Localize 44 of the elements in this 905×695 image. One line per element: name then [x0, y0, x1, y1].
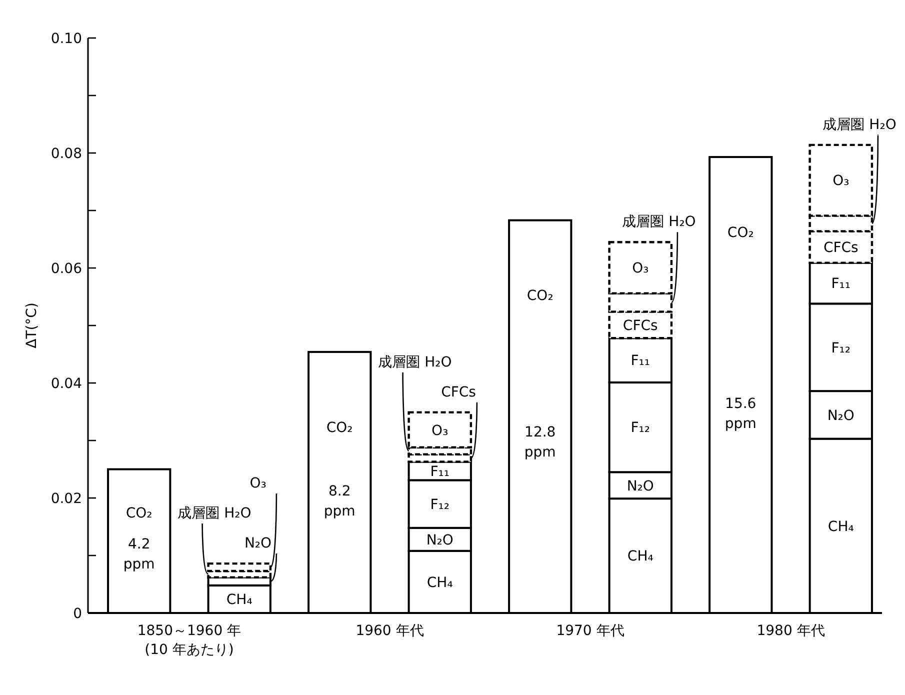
- annotation: 12.8 ppm: [524, 424, 556, 460]
- text: 成層圏 H₂O: [622, 214, 696, 230]
- y-tick-label: 0.08: [50, 146, 82, 162]
- series-label: CO₂: [526, 288, 554, 304]
- text: CO₂: [727, 224, 754, 241]
- y-tick-label: 0.04: [50, 376, 82, 392]
- series-label: CH₄: [226, 592, 253, 608]
- x-tick-label: 1960 年代: [356, 623, 424, 639]
- text: 成層圏 H₂O: [178, 506, 252, 522]
- text: 成層圏 H₂O: [378, 354, 452, 370]
- y-tick-label: 0.02: [50, 490, 82, 507]
- x-tick-label: 1970 年代: [556, 623, 624, 639]
- text: CH₄: [426, 574, 453, 591]
- text: O₃: [632, 260, 649, 277]
- x-tick-label: 1980 年代: [756, 623, 825, 639]
- series-label: F₁₂: [430, 496, 450, 513]
- series-label: N₂O: [426, 532, 454, 548]
- y-tick-label: 0: [73, 606, 82, 622]
- text: 成層圏 H₂O: [822, 116, 896, 133]
- text: CH₄: [828, 518, 854, 535]
- text: CO₂: [326, 420, 353, 436]
- text: CO₂: [126, 505, 152, 522]
- annotation: 8.2 ppm: [324, 484, 356, 520]
- text: O₃: [832, 173, 850, 190]
- text: F₁₁: [630, 353, 650, 370]
- text: F₁₁: [831, 276, 851, 292]
- text: N₂O: [244, 536, 272, 552]
- x-tick-label: 1850～1960 年 (10 年あたり): [137, 623, 242, 658]
- text: F₁₂: [630, 420, 650, 436]
- text: N₂O: [827, 408, 854, 424]
- text: CH₄: [627, 548, 654, 565]
- annotation: 15.6 ppm: [724, 396, 756, 432]
- annotation: 4.2 ppm: [123, 536, 155, 572]
- text: CFCs: [441, 384, 476, 400]
- text: N₂O: [626, 478, 654, 494]
- y-tick-label: 0.06: [50, 260, 82, 277]
- text: F₁₂: [831, 340, 851, 356]
- y-tick-label: 0.10: [50, 30, 82, 47]
- series-label: O₃: [432, 422, 448, 439]
- text: CFCs: [823, 240, 858, 256]
- series-label: F₁₁: [430, 464, 450, 480]
- text: O₃: [250, 476, 266, 492]
- y-axis-title: ΔT(°C): [24, 302, 40, 348]
- series-label: CFCs: [622, 318, 658, 334]
